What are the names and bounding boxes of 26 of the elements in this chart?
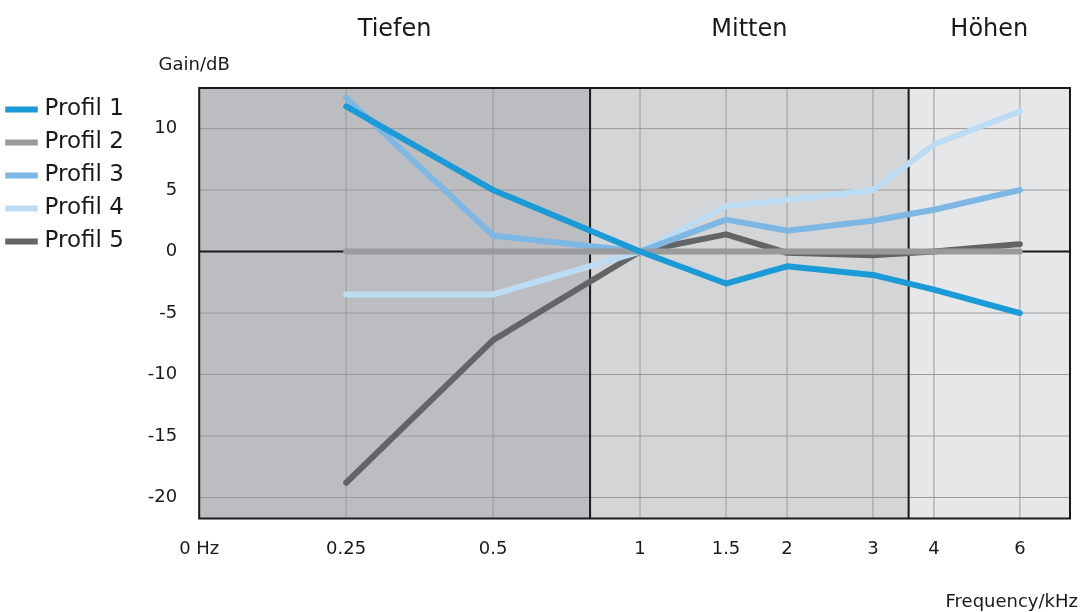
y-tick-label: -20 — [147, 485, 178, 507]
band-label: Höhen — [950, 14, 1029, 42]
y-tick-label: -15 — [147, 423, 178, 445]
x-tick-label: 3 — [867, 536, 879, 558]
legend-label: Profil 5 — [44, 226, 124, 253]
x-tick-label: 1.5 — [711, 536, 741, 558]
x-tick-label: 4 — [928, 536, 940, 558]
x-axis-title: Frequency/kHz — [945, 590, 1078, 611]
legend-label: Profil 4 — [44, 193, 124, 220]
y-axis-title: Gain/dB — [158, 53, 230, 74]
legend-label: Profil 2 — [44, 127, 124, 154]
band-label: Mitten — [711, 14, 788, 42]
legend-label: Profil 1 — [44, 94, 124, 121]
x-tick-label: 6 — [1014, 536, 1026, 558]
legend-label: Profil 3 — [44, 160, 124, 187]
y-tick-label: -10 — [147, 362, 178, 384]
y-tick-label: -5 — [159, 300, 178, 322]
x-tick-label: 0.25 — [326, 536, 367, 558]
x-tick-label: 0 Hz — [179, 536, 220, 558]
x-tick-label: 0.5 — [478, 536, 508, 558]
y-tick-label: 5 — [165, 177, 178, 199]
x-tick-label: 2 — [781, 536, 793, 558]
y-tick-label: 0 — [165, 239, 178, 261]
y-tick-label: 10 — [154, 116, 178, 138]
band-label: Tiefen — [356, 14, 432, 42]
x-tick-label: 1 — [634, 536, 646, 558]
